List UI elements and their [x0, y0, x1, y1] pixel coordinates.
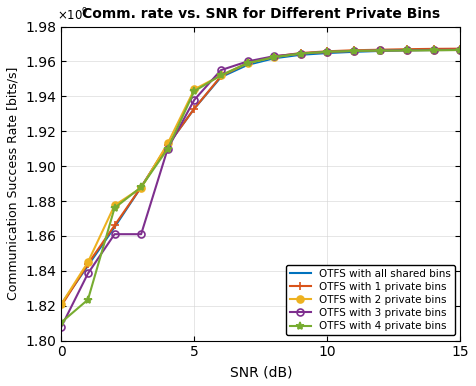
OTFS with 1 private bins: [191, 106, 197, 111]
OTFS with 2 private bins: [377, 48, 383, 53]
Line: OTFS with all shared bins: OTFS with all shared bins: [61, 50, 460, 304]
OTFS with 2 private bins: [218, 73, 224, 78]
OTFS with all shared bins: [377, 49, 383, 53]
OTFS with 3 private bins: [351, 49, 357, 53]
OTFS with 1 private bins: [112, 223, 118, 228]
OTFS with 2 private bins: [431, 48, 436, 52]
OTFS with 2 private bins: [457, 47, 463, 52]
OTFS with 1 private bins: [298, 51, 304, 55]
OTFS with 4 private bins: [351, 49, 357, 53]
OTFS with 4 private bins: [59, 320, 64, 325]
OTFS with 3 private bins: [271, 54, 277, 59]
OTFS with 1 private bins: [377, 47, 383, 52]
OTFS with all shared bins: [218, 75, 224, 80]
OTFS with 4 private bins: [271, 55, 277, 59]
OTFS with 3 private bins: [377, 48, 383, 53]
OTFS with 3 private bins: [457, 47, 463, 52]
Line: OTFS with 4 private bins: OTFS with 4 private bins: [57, 46, 465, 327]
OTFS with 2 private bins: [271, 55, 277, 59]
OTFS with 1 private bins: [404, 47, 410, 51]
OTFS with all shared bins: [165, 143, 170, 147]
OTFS with 4 private bins: [431, 48, 436, 52]
OTFS with 2 private bins: [139, 186, 144, 190]
OTFS with 3 private bins: [218, 68, 224, 73]
X-axis label: SNR (dB): SNR (dB): [229, 365, 292, 379]
OTFS with 2 private bins: [112, 203, 118, 208]
OTFS with all shared bins: [112, 225, 118, 230]
OTFS with 1 private bins: [431, 47, 436, 51]
OTFS with all shared bins: [457, 47, 463, 52]
Line: OTFS with 3 private bins: OTFS with 3 private bins: [58, 46, 464, 330]
OTFS with all shared bins: [245, 63, 250, 67]
OTFS with 4 private bins: [457, 48, 463, 52]
OTFS with 1 private bins: [165, 143, 170, 147]
OTFS with 2 private bins: [325, 49, 330, 54]
OTFS with all shared bins: [59, 302, 64, 306]
OTFS with all shared bins: [85, 263, 91, 268]
OTFS with 1 private bins: [218, 74, 224, 79]
OTFS with 1 private bins: [457, 46, 463, 51]
OTFS with 3 private bins: [298, 51, 304, 56]
OTFS with 1 private bins: [325, 49, 330, 54]
OTFS with 1 private bins: [139, 185, 144, 190]
OTFS with 2 private bins: [351, 49, 357, 53]
OTFS with 3 private bins: [112, 232, 118, 237]
OTFS with 2 private bins: [298, 51, 304, 56]
OTFS with 2 private bins: [245, 61, 250, 66]
OTFS with 1 private bins: [245, 61, 250, 66]
OTFS with 3 private bins: [404, 48, 410, 52]
OTFS with 3 private bins: [139, 232, 144, 237]
OTFS with all shared bins: [431, 48, 436, 52]
OTFS with 3 private bins: [85, 271, 91, 276]
OTFS with 4 private bins: [377, 48, 383, 53]
OTFS with 4 private bins: [298, 51, 304, 56]
OTFS with 3 private bins: [245, 59, 250, 64]
OTFS with 3 private bins: [191, 98, 197, 102]
Legend: OTFS with all shared bins, OTFS with 1 private bins, OTFS with 2 private bins, O: OTFS with all shared bins, OTFS with 1 p…: [286, 264, 455, 335]
OTFS with all shared bins: [191, 106, 197, 111]
OTFS with 3 private bins: [59, 324, 64, 329]
OTFS with 4 private bins: [191, 89, 197, 93]
Line: OTFS with 1 private bins: OTFS with 1 private bins: [57, 44, 465, 310]
OTFS with 1 private bins: [59, 303, 64, 308]
Text: $\times10^9$: $\times10^9$: [58, 7, 89, 24]
OTFS with 4 private bins: [139, 185, 144, 190]
OTFS with all shared bins: [271, 56, 277, 61]
OTFS with 2 private bins: [191, 87, 197, 91]
OTFS with all shared bins: [139, 185, 144, 190]
OTFS with all shared bins: [404, 48, 410, 53]
OTFS with 4 private bins: [85, 297, 91, 302]
OTFS with 4 private bins: [112, 206, 118, 210]
OTFS with 2 private bins: [59, 302, 64, 306]
OTFS with 3 private bins: [325, 49, 330, 54]
OTFS with 2 private bins: [404, 48, 410, 52]
OTFS with 1 private bins: [271, 54, 277, 59]
OTFS with 3 private bins: [431, 47, 436, 52]
OTFS with 1 private bins: [351, 48, 357, 52]
OTFS with all shared bins: [298, 52, 304, 57]
OTFS with 4 private bins: [404, 48, 410, 53]
Line: OTFS with 2 private bins: OTFS with 2 private bins: [58, 46, 464, 308]
OTFS with 4 private bins: [165, 146, 170, 151]
OTFS with 3 private bins: [165, 146, 170, 151]
OTFS with 1 private bins: [85, 262, 91, 266]
OTFS with all shared bins: [325, 51, 330, 55]
OTFS with 2 private bins: [85, 260, 91, 264]
OTFS with 4 private bins: [325, 49, 330, 54]
Title: Comm. rate vs. SNR for Different Private Bins: Comm. rate vs. SNR for Different Private…: [82, 7, 440, 21]
Y-axis label: Communication Success Rate [bits/s]: Communication Success Rate [bits/s]: [7, 67, 20, 300]
OTFS with 4 private bins: [245, 61, 250, 66]
OTFS with 2 private bins: [165, 141, 170, 146]
OTFS with 4 private bins: [218, 73, 224, 78]
OTFS with all shared bins: [351, 49, 357, 54]
